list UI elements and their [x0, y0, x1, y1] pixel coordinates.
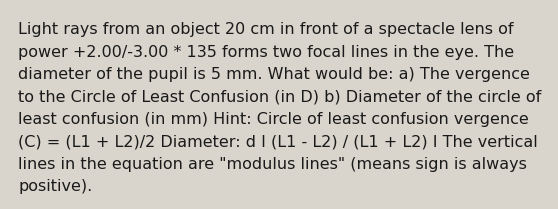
Text: to the Circle of Least Confusion (in D) b) Diameter of the circle of: to the Circle of Least Confusion (in D) … [18, 89, 541, 104]
Text: least confusion (in mm) Hint: Circle of least confusion vergence: least confusion (in mm) Hint: Circle of … [18, 112, 529, 127]
Text: positive).: positive). [18, 180, 92, 195]
Text: lines in the equation are "modulus lines" (means sign is always: lines in the equation are "modulus lines… [18, 157, 527, 172]
Text: power +2.00/-3.00 * 135 forms two focal lines in the eye. The: power +2.00/-3.00 * 135 forms two focal … [18, 45, 514, 60]
Text: Light rays from an object 20 cm in front of a spectacle lens of: Light rays from an object 20 cm in front… [18, 22, 513, 37]
Text: diameter of the pupil is 5 mm. What would be: a) The vergence: diameter of the pupil is 5 mm. What woul… [18, 67, 530, 82]
Text: (C) = (L1 + L2)/2 Diameter: d I (L1 - L2) / (L1 + L2) I The vertical: (C) = (L1 + L2)/2 Diameter: d I (L1 - L2… [18, 135, 538, 149]
